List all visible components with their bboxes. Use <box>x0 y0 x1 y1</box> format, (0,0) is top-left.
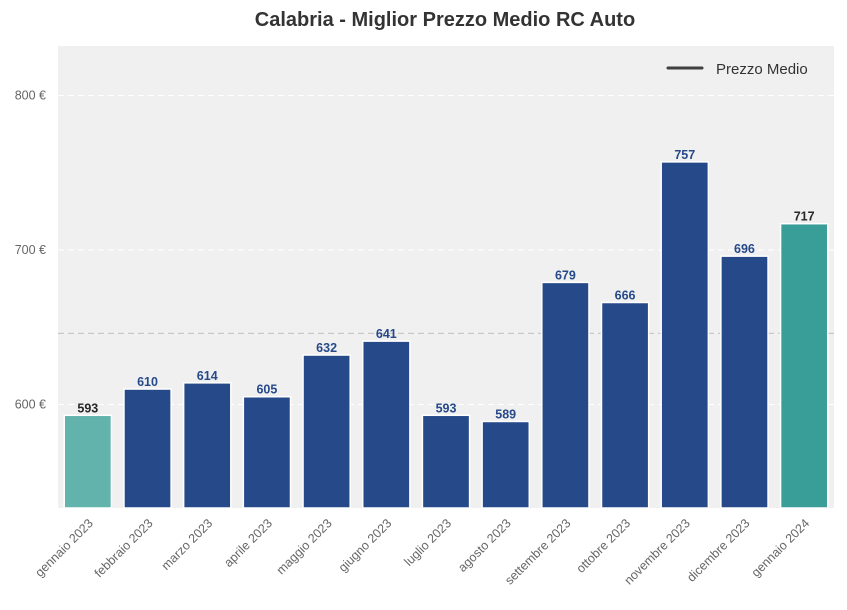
y-axis-ticks: 600 € 700 € 800 € <box>15 88 46 411</box>
bar <box>600 301 650 509</box>
bar <box>481 420 531 509</box>
x-tick-label: luglio 2023 <box>401 516 454 569</box>
y-tick-label: 600 € <box>15 397 46 411</box>
bar <box>541 281 590 509</box>
legend: Prezzo Medio <box>666 61 808 78</box>
bar <box>63 414 113 509</box>
bar <box>720 255 769 509</box>
bar <box>361 340 411 509</box>
bar <box>182 382 232 509</box>
bar-value-label: 593 <box>77 401 98 415</box>
x-tick-label: ottobre 2023 <box>574 516 634 576</box>
bar <box>123 388 172 509</box>
bar-value-label: 589 <box>495 407 516 421</box>
bar-value-label: 641 <box>376 327 397 341</box>
x-tick-label: dicembre 2023 <box>684 516 752 584</box>
bar <box>421 414 471 509</box>
bar-value-label: 696 <box>734 242 755 256</box>
legend-entry-prezzo-medio: Prezzo Medio <box>716 61 808 78</box>
x-tick-label: gennaio 2023 <box>32 516 96 580</box>
bar-value-label: 666 <box>615 288 636 302</box>
bar-value-label: 632 <box>316 341 337 355</box>
x-tick-label: aprile 2023 <box>221 516 275 570</box>
bar-value-label: 593 <box>436 401 457 415</box>
x-tick-label: marzo 2023 <box>159 516 216 573</box>
bar <box>302 354 351 509</box>
bar <box>779 222 829 509</box>
chart-title: Calabria - Miglior Prezzo Medio RC Auto <box>255 9 635 31</box>
y-tick-label: 700 € <box>15 243 46 257</box>
data-labels: 593 610 614 605 632 641 593 589 679 666 757 696 717 <box>77 148 814 422</box>
x-tick-label: agosto 2023 <box>455 516 514 575</box>
x-tick-label: giugno 2023 <box>336 516 395 575</box>
x-tick-label: maggio 2023 <box>274 516 335 577</box>
bars <box>63 161 829 509</box>
bar-value-label: 614 <box>197 369 218 383</box>
y-tick-label: 800 € <box>15 88 46 102</box>
bar-value-label: 679 <box>555 268 576 282</box>
x-tick-label: febbraio 2023 <box>92 516 156 580</box>
bar-value-label: 610 <box>137 375 158 389</box>
bar-value-label: 757 <box>674 148 695 162</box>
bar <box>660 161 710 509</box>
bar-value-label: 717 <box>794 210 815 224</box>
x-tick-label: gennaio 2024 <box>749 516 813 580</box>
bar <box>242 395 292 509</box>
bar-value-label: 605 <box>256 383 277 397</box>
